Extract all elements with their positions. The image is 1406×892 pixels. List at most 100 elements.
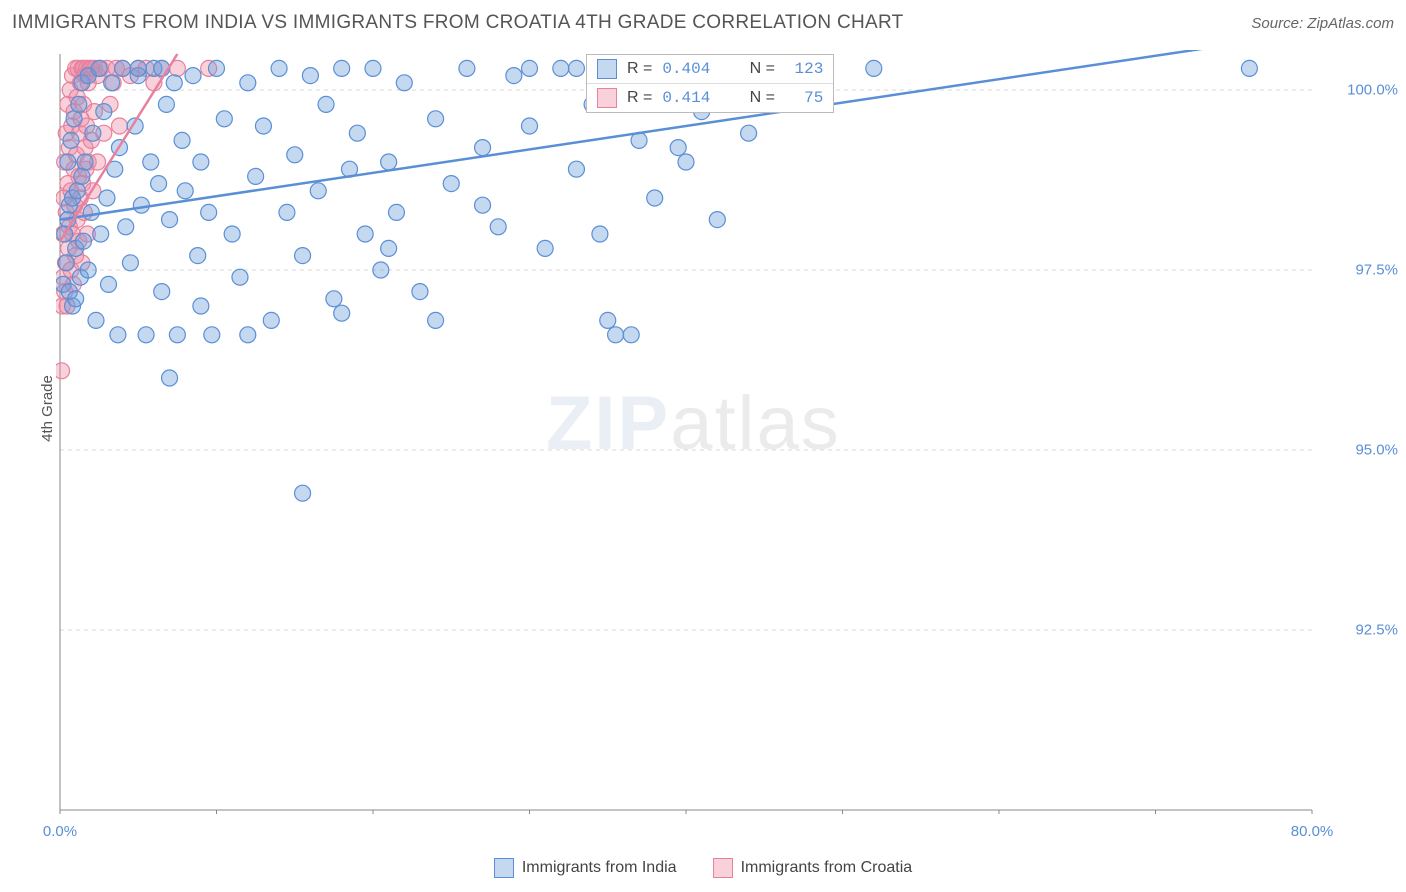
series-legend: Immigrants from India Immigrants from Cro… bbox=[0, 858, 1406, 878]
india-point bbox=[60, 154, 76, 170]
india-point bbox=[373, 262, 389, 278]
india-point bbox=[158, 96, 174, 112]
india-point bbox=[66, 111, 82, 127]
india-point bbox=[240, 327, 256, 343]
legend-item-india: Immigrants from India bbox=[494, 858, 677, 878]
india-swatch-icon bbox=[597, 59, 617, 79]
croatia-swatch-icon bbox=[713, 858, 733, 878]
india-point bbox=[80, 262, 96, 278]
india-point bbox=[709, 212, 725, 228]
india-point bbox=[154, 284, 170, 300]
india-point bbox=[600, 312, 616, 328]
india-point bbox=[592, 226, 608, 242]
india-point bbox=[1241, 60, 1257, 76]
india-point bbox=[138, 327, 154, 343]
india-point bbox=[96, 104, 112, 120]
india-point bbox=[475, 197, 491, 213]
india-point bbox=[287, 147, 303, 163]
india-point bbox=[334, 305, 350, 321]
india-point bbox=[240, 75, 256, 91]
stats-row-croatia: R = 0.414 N = 75 bbox=[587, 83, 833, 112]
x-tick-label: 0.0% bbox=[43, 823, 77, 840]
india-point bbox=[318, 96, 334, 112]
india-point bbox=[101, 276, 117, 292]
india-point bbox=[522, 118, 538, 134]
y-tick-label: 92.5% bbox=[1355, 622, 1398, 639]
scatter-chart bbox=[56, 50, 1316, 814]
india-point bbox=[568, 60, 584, 76]
india-point bbox=[68, 291, 84, 307]
india-point bbox=[678, 154, 694, 170]
legend-item-croatia: Immigrants from Croatia bbox=[713, 858, 913, 878]
india-point bbox=[334, 60, 350, 76]
india-point bbox=[115, 60, 131, 76]
india-point bbox=[295, 485, 311, 501]
correlation-stats-box: R = 0.404 N = 123R = 0.414 N = 75 bbox=[586, 54, 834, 113]
india-point bbox=[608, 327, 624, 343]
india-point bbox=[396, 75, 412, 91]
india-point bbox=[75, 233, 91, 249]
y-axis-label: 4th Grade bbox=[39, 375, 56, 442]
india-point bbox=[381, 154, 397, 170]
india-point bbox=[279, 204, 295, 220]
india-point bbox=[71, 96, 87, 112]
india-point bbox=[185, 68, 201, 84]
plot-area: ZIPatlas R = 0.404 N = 123R = 0.414 N = … bbox=[56, 50, 1316, 814]
india-point bbox=[459, 60, 475, 76]
india-point bbox=[130, 60, 146, 76]
india-point bbox=[365, 60, 381, 76]
india-point bbox=[85, 125, 101, 141]
india-point bbox=[133, 197, 149, 213]
y-tick-label: 100.0% bbox=[1347, 82, 1398, 99]
india-point bbox=[412, 284, 428, 300]
india-swatch-icon bbox=[494, 858, 514, 878]
india-point bbox=[88, 312, 104, 328]
india-point bbox=[201, 204, 217, 220]
india-point bbox=[63, 132, 79, 148]
india-point bbox=[537, 240, 553, 256]
india-point bbox=[216, 111, 232, 127]
india-point bbox=[357, 226, 373, 242]
india-point bbox=[118, 219, 134, 235]
india-point bbox=[349, 125, 365, 141]
india-point bbox=[99, 190, 115, 206]
india-point bbox=[490, 219, 506, 235]
india-point bbox=[866, 60, 882, 76]
india-point bbox=[74, 168, 90, 184]
india-point bbox=[110, 327, 126, 343]
india-point bbox=[647, 190, 663, 206]
india-point bbox=[190, 248, 206, 264]
india-point bbox=[310, 183, 326, 199]
india-point bbox=[83, 204, 99, 220]
legend-label: Immigrants from Croatia bbox=[741, 859, 913, 877]
x-tick-label: 80.0% bbox=[1291, 823, 1334, 840]
india-point bbox=[741, 125, 757, 141]
stats-row-india: R = 0.404 N = 123 bbox=[587, 55, 833, 83]
india-point bbox=[204, 327, 220, 343]
india-point bbox=[388, 204, 404, 220]
india-point bbox=[443, 176, 459, 192]
india-point bbox=[174, 132, 190, 148]
y-tick-label: 97.5% bbox=[1355, 262, 1398, 279]
india-point bbox=[69, 183, 85, 199]
india-point bbox=[326, 291, 342, 307]
india-point bbox=[248, 168, 264, 184]
india-point bbox=[122, 255, 138, 271]
india-point bbox=[209, 60, 225, 76]
india-point bbox=[151, 176, 167, 192]
india-point bbox=[428, 312, 444, 328]
india-point bbox=[428, 111, 444, 127]
chart-title: IMMIGRANTS FROM INDIA VS IMMIGRANTS FROM… bbox=[12, 12, 904, 34]
croatia-point bbox=[111, 118, 127, 134]
india-point bbox=[162, 212, 178, 228]
source-credit: Source: ZipAtlas.com bbox=[1251, 15, 1394, 32]
india-point bbox=[553, 60, 569, 76]
india-point bbox=[104, 75, 120, 91]
india-point bbox=[670, 140, 686, 156]
india-point bbox=[224, 226, 240, 242]
india-point bbox=[143, 154, 159, 170]
croatia-swatch-icon bbox=[597, 88, 617, 108]
india-point bbox=[169, 327, 185, 343]
india-point bbox=[255, 118, 271, 134]
india-point bbox=[177, 183, 193, 199]
